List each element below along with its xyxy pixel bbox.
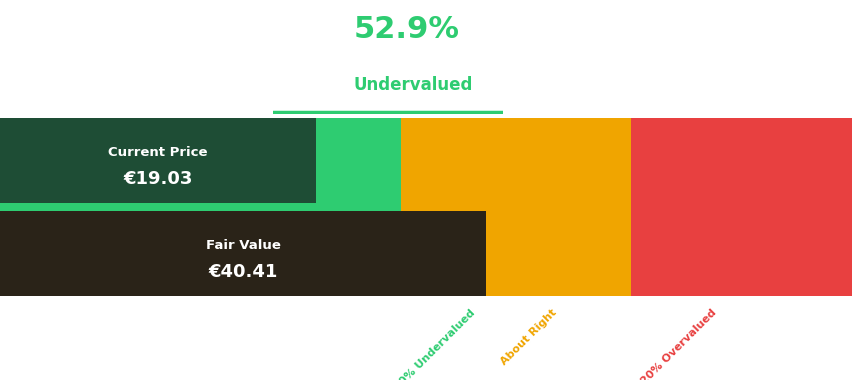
Text: Current Price: Current Price (108, 146, 207, 159)
Text: Undervalued: Undervalued (354, 76, 473, 94)
Text: 20% Overvalued: 20% Overvalued (639, 308, 718, 380)
Text: Fair Value: Fair Value (205, 239, 280, 252)
Bar (490, 118, 630, 296)
Text: About Right: About Right (498, 308, 558, 367)
Text: €19.03: €19.03 (123, 170, 193, 188)
Bar (0, 118, 315, 203)
Text: 20% Undervalued: 20% Undervalued (392, 308, 476, 380)
Bar (0, 118, 400, 296)
Text: 52.9%: 52.9% (354, 15, 459, 44)
Bar (0, 211, 486, 296)
Bar (400, 118, 490, 296)
Text: €40.41: €40.41 (208, 263, 278, 282)
Bar (630, 118, 852, 296)
